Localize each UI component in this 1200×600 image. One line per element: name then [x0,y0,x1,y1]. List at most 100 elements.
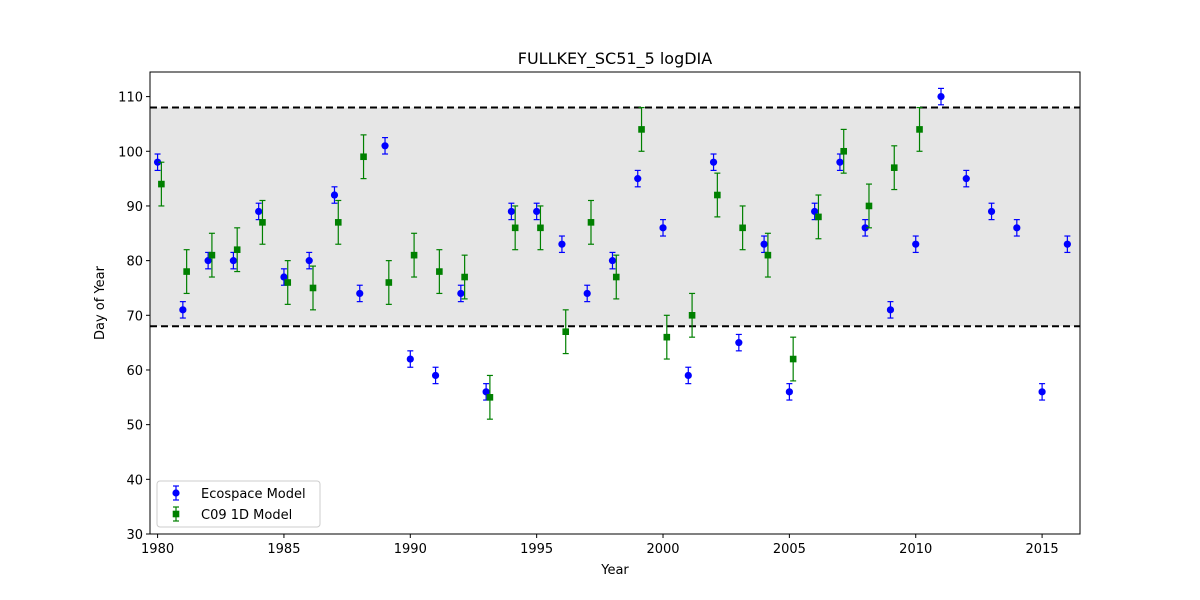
data-point [457,289,465,298]
y-tick-label: 70 [126,309,143,324]
data-series [153,87,1071,420]
data-point [179,306,187,314]
data-point [962,175,970,183]
data-point [482,388,490,396]
data-point [431,371,440,380]
data-point [183,268,190,275]
data-point [255,207,263,216]
x-tick-label: 2005 [773,542,806,557]
x-axis: 1980 1985 1990 1995 2000 2005 2010 2015 [141,534,1059,557]
data-point [507,207,515,216]
data-point [739,224,746,232]
data-point [663,333,671,341]
x-tick-label: 2010 [899,542,932,557]
data-point [356,289,364,298]
data-point [1038,388,1046,396]
legend-item-ecospace: Ecospace Model [172,485,306,502]
legend-marker [172,489,180,497]
series-0 [153,87,1071,401]
chart-title: FULLKEY_SC51_5 logDIA [518,49,713,69]
data-point [309,284,317,292]
data-point [912,240,920,248]
legend: Ecospace Model C09 1D Model [156,480,321,528]
data-point [608,257,617,265]
data-point [360,153,367,161]
data-point [634,175,642,183]
y-axis: 30 40 50 60 70 80 90 100 110 [118,91,150,543]
shaded-band [150,107,1080,327]
x-tick-label: 1995 [520,542,553,557]
y-tick-label: 100 [118,145,143,160]
y-tick-label: 80 [126,255,143,270]
data-point [836,158,844,166]
legend-label-ecospace: Ecospace Model [201,487,306,502]
data-point [785,388,793,396]
data-point [406,355,414,363]
x-tick-label: 2015 [1026,542,1059,557]
data-point [987,207,996,216]
data-point [684,371,692,380]
plot-area [149,71,1081,535]
data-point [890,164,898,171]
data-point [861,224,869,232]
data-point [436,268,443,275]
band-fill [150,107,1080,327]
x-tick-label: 1980 [141,542,174,557]
data-point [583,289,591,298]
y-tick-label: 60 [126,364,143,379]
y-axis-label: Day of Year [93,265,108,340]
x-tick-label: 1990 [394,542,427,557]
data-point [714,191,721,199]
y-tick-label: 30 [126,528,143,543]
data-point [330,191,339,199]
data-point [537,224,544,232]
data-point [764,251,772,259]
data-point [158,180,165,188]
data-point [735,339,743,347]
data-point [886,306,895,314]
data-point [815,213,822,221]
legend-item-c09: C09 1D Model [172,506,292,523]
data-point [233,246,241,253]
legend-label-c09: C09 1D Model [201,508,292,523]
x-tick-label: 2000 [646,542,679,557]
data-point [410,251,418,259]
data-point [153,158,162,166]
data-point [486,394,494,401]
data-point [461,273,468,281]
data-point [229,257,237,265]
data-point [1063,240,1071,248]
y-tick-label: 90 [126,200,143,215]
data-point [562,328,570,336]
y-tick-label: 40 [126,473,143,488]
data-point [789,355,797,363]
data-point [811,207,819,216]
data-point [259,219,266,226]
data-point [688,312,696,319]
data-point [659,224,667,232]
data-point [533,207,541,216]
data-point [280,273,288,281]
x-axis-label: Year [600,563,629,578]
data-point [204,257,212,265]
data-point [937,93,945,101]
data-point [760,240,768,248]
data-point [385,279,393,286]
data-point [638,126,645,133]
data-point [840,147,848,155]
data-point [208,251,216,259]
data-point [334,219,342,226]
x-tick-label: 1985 [267,542,300,557]
y-tick-label: 50 [126,419,143,434]
data-point [284,279,292,286]
data-point [305,257,313,265]
y-tick-label: 110 [118,91,143,106]
series-1 [158,106,923,420]
data-point [587,219,595,226]
data-point [865,202,873,210]
reference-lines [150,106,1080,328]
data-point [558,240,566,248]
data-point [511,224,519,232]
data-point [381,142,389,150]
